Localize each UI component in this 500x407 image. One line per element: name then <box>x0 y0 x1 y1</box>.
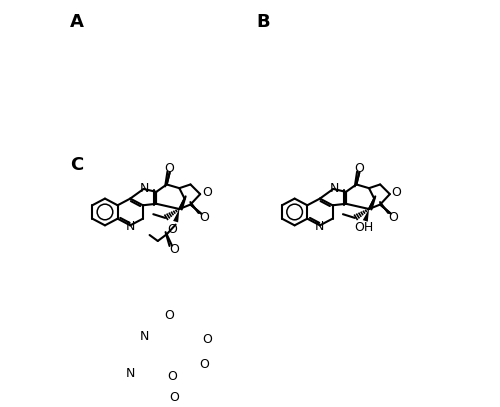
Text: N: N <box>330 182 338 195</box>
Text: O: O <box>199 358 209 371</box>
Text: O: O <box>202 333 212 346</box>
Text: O: O <box>168 223 177 236</box>
Text: O: O <box>164 162 174 175</box>
Text: O: O <box>392 186 402 199</box>
Text: N: N <box>315 220 324 233</box>
Polygon shape <box>363 209 369 222</box>
Text: C: C <box>70 156 84 174</box>
Text: N: N <box>140 182 149 195</box>
Text: N: N <box>140 330 149 343</box>
Text: O: O <box>388 211 398 224</box>
Text: A: A <box>70 13 84 31</box>
Text: O: O <box>164 309 174 322</box>
Text: N: N <box>126 220 135 233</box>
Text: O: O <box>168 370 177 383</box>
Text: O: O <box>169 243 179 256</box>
Text: OH: OH <box>354 221 374 234</box>
Text: N: N <box>126 367 135 380</box>
Text: O: O <box>199 211 209 224</box>
Polygon shape <box>173 356 180 370</box>
Text: O: O <box>202 186 212 199</box>
Text: B: B <box>256 13 270 31</box>
Text: O: O <box>169 391 179 404</box>
Text: O: O <box>354 162 364 175</box>
Polygon shape <box>173 209 180 222</box>
